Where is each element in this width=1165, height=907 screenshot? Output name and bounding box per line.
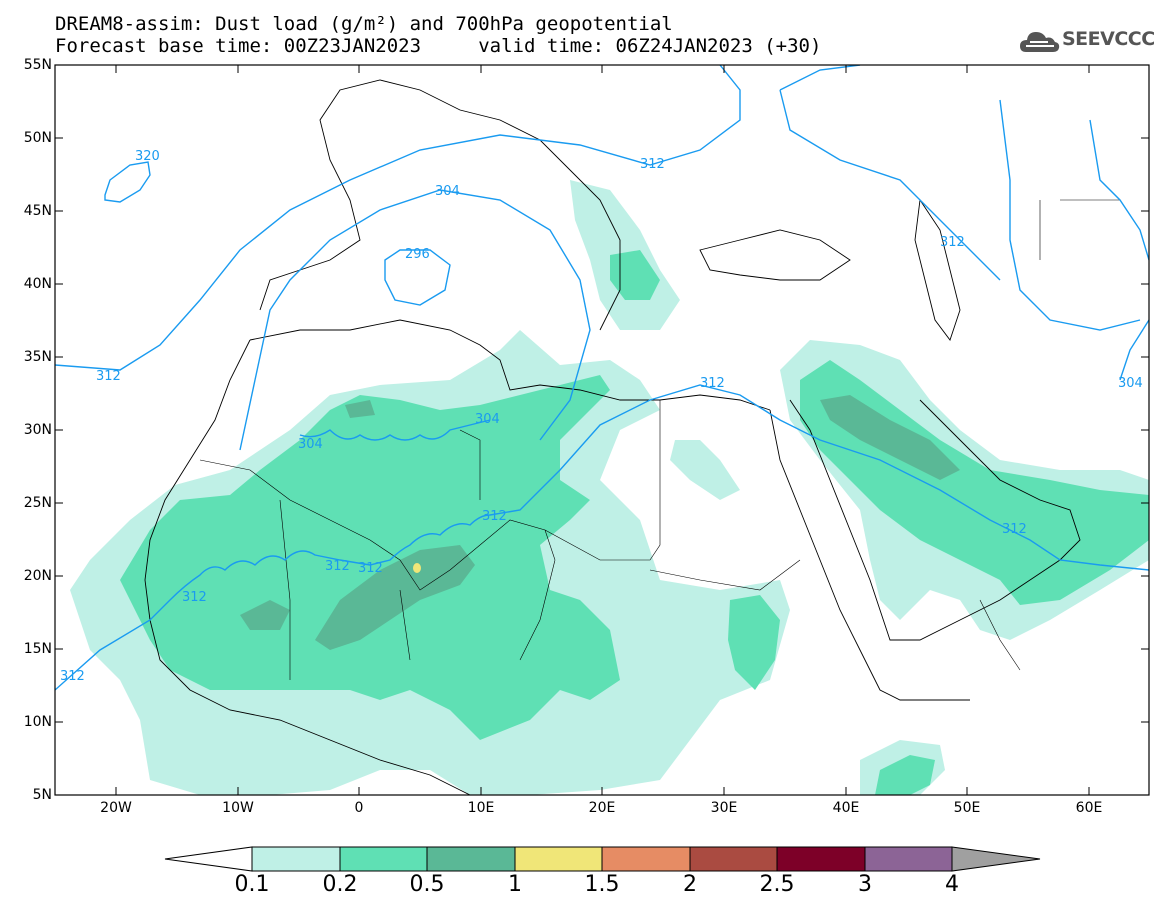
lon-label: 20E	[588, 800, 616, 816]
dust-area-peak	[413, 563, 421, 573]
contour-label: 312	[640, 157, 665, 172]
contour-label: 312	[358, 561, 383, 576]
cloud-icon	[1020, 32, 1060, 52]
coastline-red-sea	[769, 409, 970, 701]
colorbar-label: 0.2	[322, 872, 358, 897]
lat-label: 50N	[23, 130, 52, 146]
dust-area-medium	[610, 250, 660, 300]
seevccc-logo: SEEVCCC	[1062, 28, 1155, 50]
colorbar-upper-arrow	[951, 846, 1041, 872]
coastline-mediterranean-south	[249, 319, 771, 411]
lat-label: 35N	[23, 349, 52, 365]
contour-304-saharan	[299, 419, 491, 441]
contour-label: 304	[1118, 376, 1143, 391]
colorbar-label: 2.5	[759, 872, 795, 897]
contour-296	[384, 249, 451, 306]
lat-label: 40N	[23, 276, 52, 292]
contour-label: 304	[475, 412, 500, 427]
contour-304-europe	[239, 189, 591, 451]
colorbar-cell	[776, 846, 866, 872]
colorbar-cell	[864, 846, 953, 872]
colorbar-label: 0.5	[409, 872, 445, 897]
lat-label: 5N	[32, 787, 52, 803]
dust-area-dark	[240, 600, 290, 630]
dust-area-medium	[120, 375, 620, 740]
colorbar-label: 0.1	[234, 872, 270, 897]
lon-label: 20W	[100, 800, 132, 816]
contour-312-saharan	[55, 384, 1149, 691]
coastline-black-sea	[699, 229, 851, 281]
colorbar-cell	[689, 846, 778, 872]
colorbar-label: 1.5	[584, 872, 620, 897]
contour-label: 312	[700, 376, 725, 391]
forecast-time-line: Forecast base time: 00Z23JAN2023 valid t…	[55, 35, 822, 57]
lat-label: 55N	[23, 57, 52, 73]
colorbar-cell	[514, 846, 603, 872]
chart-title: DREAM8-assim: Dust load (g/m²) and 700hP…	[55, 13, 673, 35]
lat-label: 20N	[23, 568, 52, 584]
lon-label: 40E	[832, 800, 860, 816]
contour-label: 312	[96, 369, 121, 384]
contour-label: 304	[435, 184, 460, 199]
coastline-europe	[259, 79, 621, 331]
coastline-caspian	[914, 198, 961, 341]
colorbar-cell	[339, 846, 428, 872]
contour-label: 312	[60, 669, 85, 684]
colorbar-cell	[251, 846, 341, 872]
dust-area-medium	[728, 595, 780, 690]
contour-labels: 312 320 304 296 312 312 304 312 304 312 …	[60, 149, 1143, 684]
colorbar-label: 2	[683, 872, 697, 897]
coastlines	[144, 79, 1120, 795]
contour-label: 312	[940, 235, 965, 250]
colorbar-label: 4	[945, 872, 959, 897]
colorbar-cell	[426, 846, 516, 872]
dust-area-medium	[875, 755, 935, 795]
border-lines	[199, 199, 1120, 680]
contour-label: 296	[405, 247, 430, 262]
colorbar-label: 3	[858, 872, 872, 897]
coastline-africa-west	[144, 339, 471, 795]
contour-312-north	[55, 65, 741, 371]
lon-label: 30E	[710, 800, 738, 816]
dust-area-dark	[820, 395, 960, 480]
contour-label: 312	[182, 590, 207, 605]
colorbar-label: 1	[508, 872, 522, 897]
lat-label: 45N	[23, 203, 52, 219]
dust-area-dark	[345, 400, 375, 418]
dust-area-light	[670, 440, 740, 500]
contour-label: 312	[325, 559, 350, 574]
contour-label: 312	[1002, 522, 1027, 537]
lat-label: 30N	[23, 422, 52, 438]
lon-label: 50E	[953, 800, 981, 816]
lon-label: 10W	[222, 800, 254, 816]
lon-label: 0	[354, 800, 364, 816]
dust-area-dark	[315, 545, 475, 650]
lon-label: 60E	[1075, 800, 1103, 816]
lon-label: 10E	[467, 800, 495, 816]
contour-304-east	[1089, 119, 1149, 381]
lat-label: 15N	[23, 641, 52, 657]
colorbar-lower-arrow	[164, 846, 253, 872]
contour-label: 304	[298, 437, 323, 452]
contour-label: 320	[135, 149, 160, 164]
colorbar	[164, 846, 1041, 872]
axis-ticks	[55, 64, 1149, 796]
contour-312-east	[999, 99, 1141, 331]
contour-label: 312	[482, 509, 507, 524]
lat-label: 25N	[23, 495, 52, 511]
contour-312-north-east	[779, 65, 1001, 281]
colorbar-cell	[601, 846, 691, 872]
lat-label: 10N	[23, 714, 52, 730]
geopotential-contours	[55, 65, 1149, 691]
coastline-arabia	[789, 399, 1081, 641]
contour-320	[104, 161, 151, 203]
dust-shading	[70, 180, 1149, 795]
